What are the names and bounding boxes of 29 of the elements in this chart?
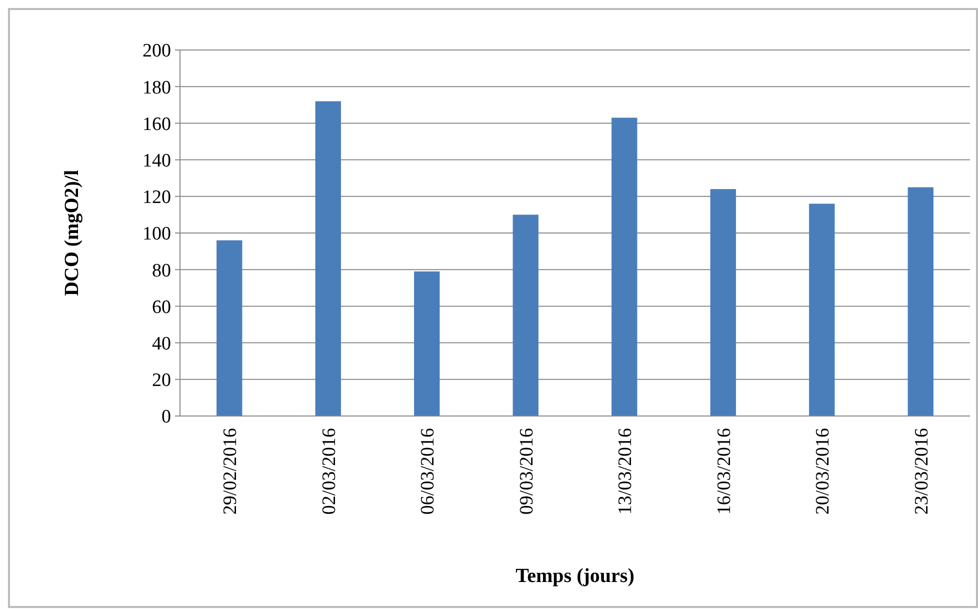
x-axis-title: Temps (jours)	[516, 565, 634, 587]
y-tick-label: 100	[142, 224, 171, 245]
bar	[216, 240, 242, 416]
bar	[809, 204, 835, 416]
y-tick-label: 180	[142, 77, 171, 98]
y-tick-label: 140	[142, 150, 171, 172]
y-tick-label: 200	[142, 40, 171, 62]
x-tick-label: 23/03/2016	[911, 428, 932, 515]
y-tick-label: 160	[142, 114, 171, 135]
y-tick-label: 20	[152, 370, 171, 392]
x-tick-label: 02/03/2016	[318, 428, 340, 515]
y-tick-label: 60	[152, 296, 171, 318]
y-tick-label: 40	[152, 333, 171, 354]
x-tick-label: 09/03/2016	[516, 428, 538, 515]
bar	[315, 101, 341, 416]
x-tick-label: 13/03/2016	[615, 428, 636, 515]
x-tick-label: 16/03/2016	[714, 428, 735, 515]
bar	[612, 118, 638, 416]
y-tick-label: 120	[142, 187, 171, 208]
bar	[512, 214, 538, 416]
bar	[414, 271, 440, 416]
y-tick-label: 0	[162, 406, 171, 428]
y-axis-title: DCO (mgO2)/l	[61, 170, 83, 296]
y-tick-label: 80	[152, 260, 171, 282]
x-tick-label: 20/03/2016	[812, 428, 834, 515]
bar	[908, 187, 934, 416]
bar	[710, 189, 736, 416]
x-tick-label: 06/03/2016	[418, 428, 439, 515]
x-tick-label: 29/02/2016	[220, 428, 242, 515]
